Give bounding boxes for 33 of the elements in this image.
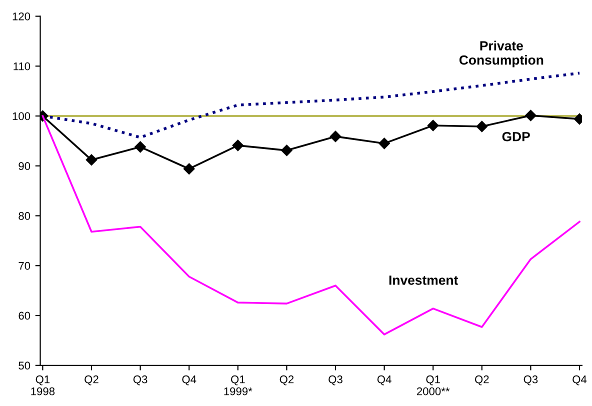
x-tick-label: Q4 [377,375,392,386]
series-label: GDP [502,132,530,142]
y-tick-label: 120 [12,12,30,20]
x-tick-label: Q3 [524,375,538,386]
y-tick-label: 50 [18,362,30,370]
point [232,140,244,152]
x-tick-label: Q1 1999* [224,375,252,396]
x-tick-label: Q2 [475,375,489,386]
x-tick-label: Q4 [182,375,196,386]
x-tick-label: Q2 [280,375,294,386]
point [183,163,195,174]
point [525,110,536,122]
x-tick-label: Q3 [133,375,148,386]
point [134,141,146,153]
y-tick-label: 70 [18,262,30,270]
y-tick-label: 90 [18,162,30,170]
point [378,138,390,150]
x-tick-label: Q3 [328,375,342,386]
x-tick-label: Q1 2000** [416,375,450,396]
y-tick-label: 60 [18,312,30,320]
x-tick-label: Q2 [84,375,98,386]
text: Investment [389,276,458,285]
y-tick-label: 100 [12,112,30,120]
point [86,154,98,166]
y-tick-label: 80 [18,212,30,220]
point [427,120,439,132]
x-tick-label: Q4 [572,375,587,386]
series-label: Private Consumption [459,40,544,68]
y-tick-label: 110 [14,62,30,70]
point [330,130,342,142]
point [281,144,292,156]
point [476,120,488,132]
x-tick-label: Q1 1998 [31,375,55,396]
